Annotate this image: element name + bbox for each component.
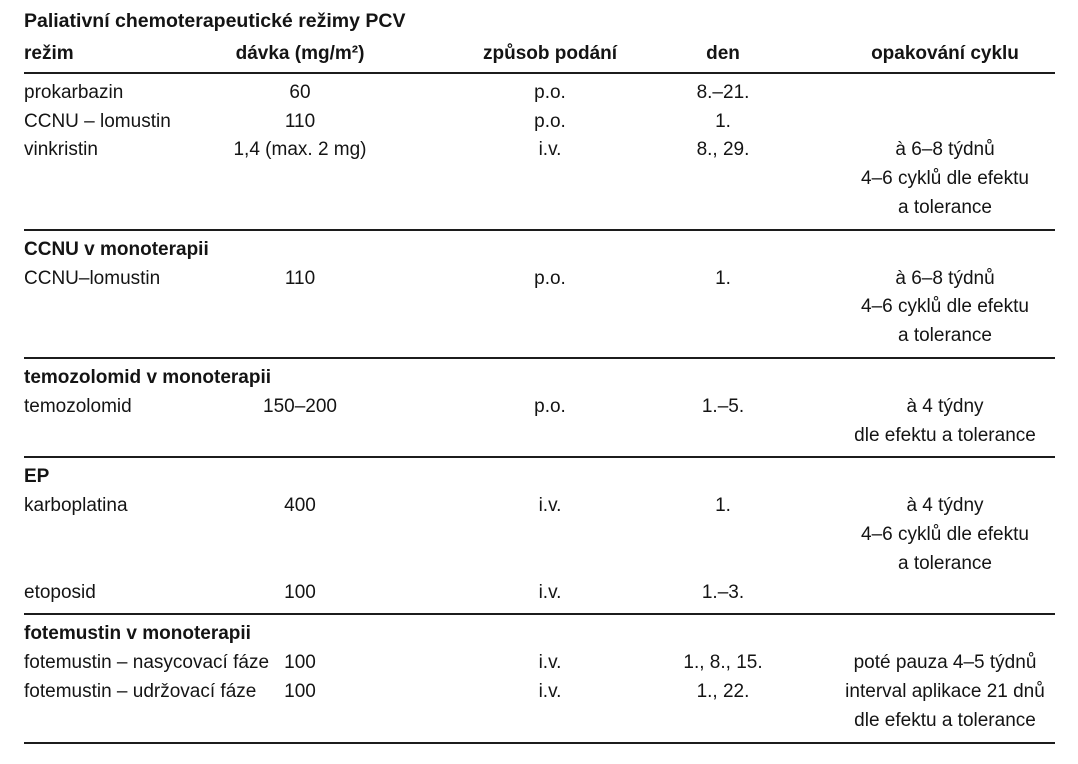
cell-day: 1.–5.: [701, 395, 745, 417]
table-row: CCNU–lomustin 110 p.o. 1. à 6–8 týdnů: [24, 265, 1055, 294]
cell-cycle: dle efektu a tolerance: [854, 709, 1036, 731]
cell-day: 1.: [715, 495, 731, 517]
cell-cycle: a tolerance: [897, 552, 993, 574]
cell-route: i.v.: [538, 652, 562, 674]
section-header: CCNU v monoterapii: [24, 238, 209, 260]
cell-cycle: 4–6 cyklů dle efektu: [861, 296, 1029, 318]
column-header-row: režim dávka (mg/m²) způsob podání den op…: [24, 40, 1055, 69]
column-header-day: den: [706, 43, 740, 64]
table-section: prokarbazin 60 p.o. 8.–21. CCNU – lomustin 11…: [24, 74, 1055, 231]
cell-regimen: vinkristin: [24, 139, 98, 161]
column-header-dose: dávka (mg/m²): [235, 43, 365, 64]
cell-day: 1.: [715, 110, 731, 132]
cell-day: 1.–3.: [701, 581, 745, 603]
cell-route: p.o.: [534, 395, 566, 417]
column-header-cycle: opakování cyklu: [871, 43, 1019, 64]
cell-route: i.v.: [538, 139, 562, 161]
section-header-row: CCNU v monoterapii: [24, 236, 1055, 265]
cell-cycle: à 4 týdny: [906, 495, 984, 517]
section-header-row: fotemustin v monoterapii: [24, 620, 1055, 649]
table-section: EP karboplatina 400 i.v. 1. à 4 týdny 4–6 cykl…: [24, 458, 1055, 616]
cell-dose: 100: [284, 652, 316, 674]
cell-regimen: etoposid: [24, 581, 96, 603]
table-section: fotemustin v monoterapii fotemustin – nas…: [24, 615, 1055, 744]
table-section: temozolomid v monoterapii temozolomid 150–…: [24, 359, 1055, 459]
section-header-row: EP: [24, 463, 1055, 492]
cell-route: i.v.: [538, 495, 562, 517]
cell-day: 1., 22.: [696, 680, 750, 702]
cell-day: 1.: [715, 267, 731, 289]
cell-regimen: temozolomid: [24, 395, 132, 417]
cell-cycle: interval aplikace 21 dnů: [845, 680, 1045, 702]
cell-dose: 110: [284, 110, 316, 132]
cell-cycle: a tolerance: [897, 196, 993, 218]
cell-cycle: 4–6 cyklů dle efektu: [861, 168, 1029, 190]
table-row: 4–6 cyklů dle efektu: [24, 521, 1055, 550]
table-row: CCNU – lomustin 110 p.o. 1.: [24, 108, 1055, 137]
cell-dose: 110: [284, 267, 316, 289]
cell-regimen: karboplatina: [24, 495, 128, 517]
table-sections: prokarbazin 60 p.o. 8.–21. CCNU – lomustin 11…: [24, 74, 1055, 744]
column-header-regimen: režim: [24, 43, 74, 64]
column-header-route: způsob podání: [482, 43, 618, 64]
cell-dose: 1,4 (max. 2 mg): [233, 139, 367, 161]
table-row: dle efektu a tolerance: [24, 707, 1055, 736]
table-row: vinkristin 1,4 (max. 2 mg) i.v. 8., 29. à 6–…: [24, 136, 1055, 165]
cell-cycle: à 4 týdny: [906, 395, 984, 417]
table-row: fotemustin – udržovací fáze 100 i.v. 1., 22…: [24, 678, 1055, 707]
cell-day: 8.–21.: [696, 81, 750, 103]
page-title: Paliativní chemoterapeutické režimy PCV: [24, 10, 406, 32]
section-header: EP: [24, 466, 50, 488]
cell-day: 8., 29.: [696, 139, 750, 161]
cell-cycle: a tolerance: [897, 325, 993, 347]
table-row: etoposid 100 i.v. 1.–3.: [24, 579, 1055, 608]
cell-day: 1., 8., 15.: [683, 652, 763, 674]
cell-regimen: fotemustin – udržovací fáze: [24, 680, 257, 702]
document-page: Paliativní chemoterapeutické režimy PCV …: [24, 6, 1055, 744]
cell-regimen: prokarbazin: [24, 81, 124, 103]
cell-cycle: 4–6 cyklů dle efektu: [861, 523, 1029, 545]
cell-regimen: CCNU – lomustin: [24, 110, 171, 132]
cell-cycle: à 6–8 týdnů: [895, 139, 995, 161]
table-row: a tolerance: [24, 194, 1055, 223]
cell-dose: 150–200: [263, 395, 337, 417]
table-row: a tolerance: [24, 322, 1055, 351]
cell-route: p.o.: [534, 110, 566, 132]
table-head: Paliativní chemoterapeutické režimy PCV …: [24, 6, 1055, 74]
table-row: 4–6 cyklů dle efektu: [24, 293, 1055, 322]
cell-dose: 400: [284, 495, 316, 517]
cell-dose: 60: [289, 81, 311, 103]
cell-route: i.v.: [538, 581, 562, 603]
section-header: fotemustin v monoterapii: [24, 623, 251, 645]
cell-route: p.o.: [534, 267, 566, 289]
table-row: prokarbazin 60 p.o. 8.–21.: [24, 79, 1055, 108]
table-row: dle efektu a tolerance: [24, 422, 1055, 451]
table-row: fotemustin – nasycovací fáze 100 i.v. 1., 8…: [24, 649, 1055, 678]
section-header: temozolomid v monoterapii: [24, 366, 272, 388]
cell-regimen: fotemustin – nasycovací fáze: [24, 652, 270, 674]
section-header-row: temozolomid v monoterapii: [24, 364, 1055, 393]
table-row: 4–6 cyklů dle efektu: [24, 165, 1055, 194]
cell-route: i.v.: [538, 680, 562, 702]
cell-dose: 100: [284, 581, 316, 603]
table-section: CCNU v monoterapii CCNU–lomustin 110 p.o. 1.…: [24, 231, 1055, 359]
cell-cycle: dle efektu a tolerance: [854, 424, 1036, 446]
table-row: a tolerance: [24, 550, 1055, 579]
cell-cycle: à 6–8 týdnů: [895, 267, 995, 289]
cell-cycle: poté pauza 4–5 týdnů: [853, 652, 1037, 674]
table-row: karboplatina 400 i.v. 1. à 4 týdny: [24, 492, 1055, 521]
table-row: temozolomid 150–200 p.o. 1.–5. à 4 týdny: [24, 393, 1055, 422]
cell-regimen: CCNU–lomustin: [24, 267, 161, 289]
cell-route: p.o.: [534, 81, 566, 103]
cell-dose: 100: [284, 680, 316, 702]
